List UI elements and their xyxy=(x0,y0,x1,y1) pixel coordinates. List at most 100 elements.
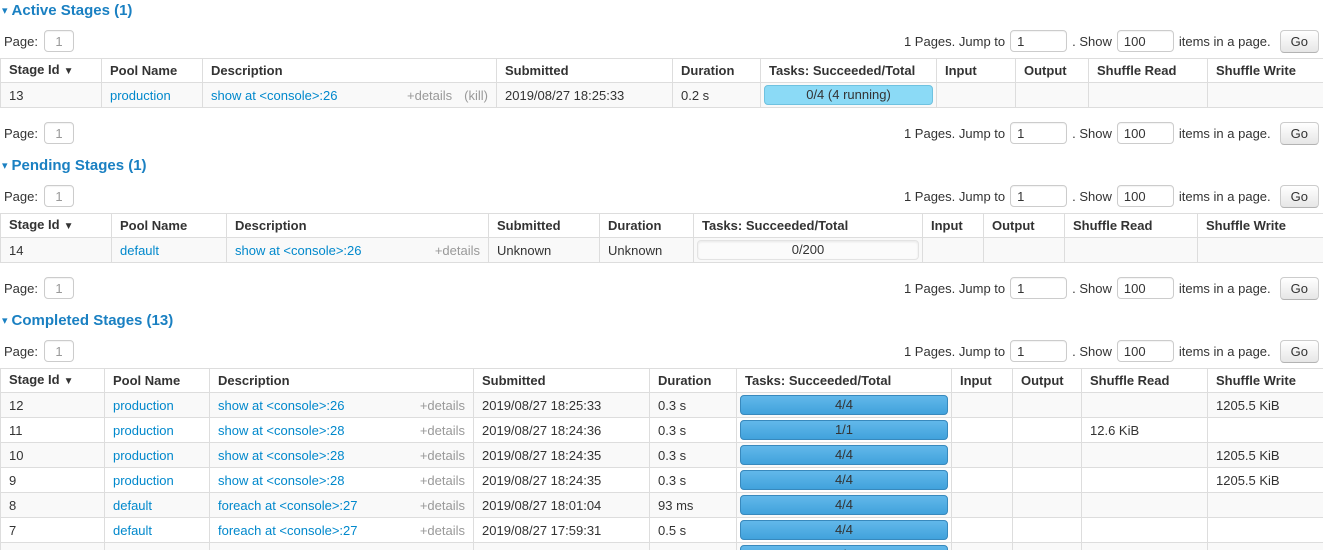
page-indicator: Page: xyxy=(2,277,74,299)
details-toggle[interactable]: +details xyxy=(419,497,465,513)
pool-name-link[interactable]: production xyxy=(113,397,174,413)
details-toggle[interactable]: +details xyxy=(434,242,480,258)
jump-to-page-input[interactable] xyxy=(1010,122,1068,144)
description-cell: foreach at <console>:27 +details xyxy=(209,492,474,518)
stage-description-link[interactable]: show at <console>:26 xyxy=(218,397,345,413)
show-label: . Show xyxy=(1072,280,1112,296)
items-per-page-input[interactable] xyxy=(1116,122,1174,144)
col-header-tasks[interactable]: Tasks: Succeeded/Total xyxy=(693,213,923,238)
stage-description-link[interactable]: show at <console>:28 xyxy=(218,472,345,488)
col-header-duration[interactable]: Duration xyxy=(599,213,694,238)
progress-fill xyxy=(740,420,948,440)
output-cell xyxy=(1015,82,1089,108)
current-page-input[interactable] xyxy=(43,277,74,299)
page-label: Page: xyxy=(4,125,38,141)
section-title-active[interactable]: ▾ Active Stages (1) xyxy=(2,2,1323,21)
stage-description-link[interactable]: show at <console>:26 xyxy=(235,242,362,258)
pool-name-link[interactable]: default xyxy=(113,497,153,513)
section-title-label: Completed Stages (13) xyxy=(11,312,174,329)
stage-description-link[interactable]: show at <console>:26 xyxy=(211,87,338,103)
details-toggle[interactable]: +details xyxy=(419,422,465,438)
col-header-shuffle-write[interactable]: Shuffle Write xyxy=(1207,58,1323,83)
current-page-input[interactable] xyxy=(43,185,74,207)
col-header-pool-name[interactable]: Pool Name xyxy=(104,368,210,393)
stage-description-link[interactable]: foreach at <console>:27 xyxy=(218,497,358,513)
col-header-tasks[interactable]: Tasks: Succeeded/Total xyxy=(736,368,952,393)
stage-id-cell: 11 xyxy=(0,417,105,443)
tasks-progress-label: 4/4 xyxy=(834,522,854,537)
shuffle-write-cell xyxy=(1207,492,1323,518)
pool-name-link[interactable]: default xyxy=(113,522,153,538)
description-cell: show at <console>:26 +details (kill) xyxy=(202,82,497,108)
kill-link[interactable]: (kill) xyxy=(464,87,488,103)
stage-description-link[interactable]: foreach at <console>:27 xyxy=(218,522,358,538)
items-per-page-input[interactable] xyxy=(1116,340,1174,362)
col-header-shuffle-write[interactable]: Shuffle Write xyxy=(1207,368,1323,393)
col-header-output[interactable]: Output xyxy=(1012,368,1082,393)
go-button[interactable]: Go xyxy=(1279,29,1319,53)
go-button[interactable]: Go xyxy=(1279,121,1319,145)
stage-description-link[interactable]: show at <console>:28 xyxy=(218,422,345,438)
col-header-output[interactable]: Output xyxy=(983,213,1065,238)
current-page-input[interactable] xyxy=(43,122,74,144)
col-header-submitted[interactable]: Submitted xyxy=(473,368,650,393)
tasks-progress-bar: 4/4 xyxy=(740,520,948,540)
col-header-tasks[interactable]: Tasks: Succeeded/Total xyxy=(760,58,937,83)
progress-fill xyxy=(740,395,948,415)
col-header-input[interactable]: Input xyxy=(951,368,1013,393)
go-button[interactable]: Go xyxy=(1279,276,1319,300)
items-per-page-input[interactable] xyxy=(1116,30,1174,52)
col-header-duration[interactable]: Duration xyxy=(649,368,737,393)
current-page-input[interactable] xyxy=(43,340,74,362)
details-toggle[interactable]: +details xyxy=(419,522,465,538)
section-title-pending[interactable]: ▾ Pending Stages (1) xyxy=(2,157,1323,176)
jump-to-page-input[interactable] xyxy=(1010,340,1068,362)
col-header-duration[interactable]: Duration xyxy=(672,58,761,83)
details-toggle[interactable]: +details xyxy=(419,472,465,488)
col-header-description[interactable]: Description xyxy=(226,213,489,238)
pool-name-link[interactable]: production xyxy=(113,447,174,463)
pool-name-cell: production xyxy=(104,392,210,418)
pool-name-link[interactable]: production xyxy=(110,87,171,103)
stage-description-link[interactable]: show at <console>:28 xyxy=(218,447,345,463)
pool-name-cell: production xyxy=(104,442,210,468)
col-header-pool-name[interactable]: Pool Name xyxy=(101,58,203,83)
col-header-shuffle-write[interactable]: Shuffle Write xyxy=(1197,213,1323,238)
col-header-output[interactable]: Output xyxy=(1015,58,1089,83)
col-header-input[interactable]: Input xyxy=(922,213,984,238)
col-header-input[interactable]: Input xyxy=(936,58,1016,83)
jump-to-page-input[interactable] xyxy=(1010,277,1068,299)
table-header-row: Stage Id ▼ Pool Name Description Submitted Du… xyxy=(0,368,1323,393)
section-title-completed[interactable]: ▾ Completed Stages (13) xyxy=(2,312,1323,331)
items-per-page-input[interactable] xyxy=(1116,185,1174,207)
pool-name-link[interactable]: production xyxy=(113,472,174,488)
col-header-stage-id[interactable]: Stage Id ▼ xyxy=(0,213,112,238)
col-header-shuffle-read[interactable]: Shuffle Read xyxy=(1088,58,1208,83)
details-toggle[interactable]: +details xyxy=(419,397,465,413)
go-button[interactable]: Go xyxy=(1279,184,1319,208)
jump-to-page-input[interactable] xyxy=(1010,30,1068,52)
col-header-submitted[interactable]: Submitted xyxy=(488,213,600,238)
col-header-stage-id[interactable]: Stage Id ▼ xyxy=(0,58,102,83)
tasks-progress-bar: 4/4 xyxy=(740,395,948,415)
col-header-submitted[interactable]: Submitted xyxy=(496,58,673,83)
col-header-shuffle-read[interactable]: Shuffle Read xyxy=(1081,368,1208,393)
pool-name-link[interactable]: production xyxy=(113,548,174,550)
details-toggle[interactable]: +details xyxy=(419,447,465,463)
details-toggle[interactable]: +details xyxy=(407,87,453,103)
sort-desc-icon: ▼ xyxy=(63,376,74,387)
col-header-shuffle-read[interactable]: Shuffle Read xyxy=(1064,213,1198,238)
items-per-page-input[interactable] xyxy=(1116,277,1174,299)
col-header-description[interactable]: Description xyxy=(209,368,474,393)
stage-description-link[interactable]: show at <console>:28 xyxy=(218,547,344,550)
pool-name-link[interactable]: default xyxy=(120,242,160,258)
stage-id-cell: 8 xyxy=(0,492,105,518)
go-button[interactable]: Go xyxy=(1279,339,1319,363)
pool-name-link[interactable]: production xyxy=(113,422,174,438)
col-header-stage-id[interactable]: Stage Id ▼ xyxy=(0,368,105,393)
jump-to-page-input[interactable] xyxy=(1010,185,1068,207)
details-toggle[interactable]: +details xyxy=(420,548,465,550)
col-header-pool-name[interactable]: Pool Name xyxy=(111,213,227,238)
col-header-description[interactable]: Description xyxy=(202,58,497,83)
current-page-input[interactable] xyxy=(43,30,74,52)
